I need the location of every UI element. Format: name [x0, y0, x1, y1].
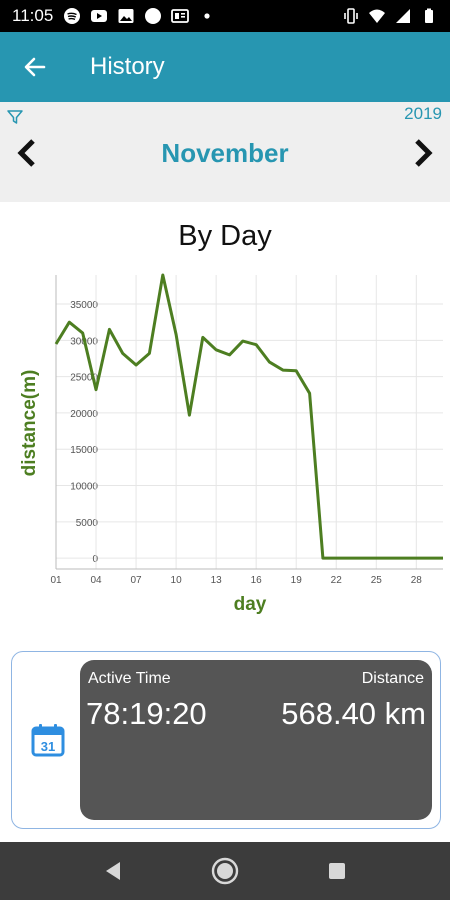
stats-panel: Active Time Distance 78:19:20 568.40 km — [80, 660, 432, 820]
active-time-label: Active Time — [88, 670, 171, 687]
y-tick-label: 20000 — [70, 409, 98, 420]
year-label: 2019 — [404, 104, 442, 123]
dot-icon — [204, 13, 210, 19]
signal-icon — [396, 9, 410, 23]
y-tick-label: 0 — [92, 554, 98, 565]
nav-recents-icon — [329, 863, 345, 879]
x-tick-label: 04 — [90, 575, 102, 586]
nav-back-icon — [106, 862, 120, 880]
month-label: November — [161, 137, 289, 168]
back-button[interactable] — [0, 32, 70, 102]
wifi-icon — [369, 9, 385, 23]
y-tick-label: 15000 — [70, 445, 98, 456]
status-icons-left — [63, 7, 216, 25]
arrow-left-icon — [24, 57, 46, 77]
image-icon — [118, 9, 134, 23]
battery-icon — [425, 8, 433, 23]
x-tick-label: 22 — [331, 575, 343, 586]
nav-recents-button[interactable] — [321, 855, 353, 887]
x-tick-label: 10 — [171, 575, 183, 586]
distance-value: 568.40 km — [281, 696, 426, 731]
chevron-left-icon — [17, 139, 35, 167]
nav-home-button[interactable] — [209, 855, 241, 887]
spotify-icon — [64, 8, 81, 24]
calendar-icon[interactable]: 31 — [30, 722, 66, 758]
active-time-value: 78:19:20 — [86, 696, 207, 731]
summary-card: 31 Active Time Distance 78:19:20 568.40 … — [11, 651, 441, 829]
distance-label: Distance — [361, 670, 424, 687]
status-bar: 11:05 — [0, 0, 450, 32]
chevron-right-icon — [415, 139, 433, 167]
prev-month-button[interactable] — [12, 133, 42, 173]
y-tick-label: 35000 — [70, 300, 98, 311]
x-tick-label: 28 — [411, 575, 423, 586]
y-tick-label: 10000 — [70, 482, 98, 493]
news-icon — [171, 9, 190, 23]
vibrate-icon — [344, 8, 358, 24]
page-title: History — [90, 53, 165, 80]
next-month-button[interactable] — [408, 133, 438, 173]
nav-back-button[interactable] — [97, 855, 129, 887]
app-bar: History — [0, 32, 450, 102]
x-tick-label: 16 — [251, 575, 263, 586]
x-tick-label: 13 — [211, 575, 223, 586]
chart-x-axis-label: day — [233, 594, 267, 615]
month-selector: 2019 November — [0, 102, 450, 202]
x-tick-label: 19 — [291, 575, 303, 586]
calendar-day: 31 — [41, 739, 55, 754]
status-time: 11:05 — [12, 6, 54, 25]
x-tick-label: 07 — [131, 575, 143, 586]
chart-title: By Day — [178, 220, 272, 252]
status-icons-right — [342, 7, 438, 25]
x-tick-label: 01 — [50, 575, 62, 586]
y-tick-label: 5000 — [76, 518, 99, 529]
circle-icon — [145, 8, 162, 24]
nav-home-icon — [211, 857, 239, 885]
youtube-icon — [91, 10, 108, 22]
filter-icon[interactable] — [6, 108, 24, 126]
y-tick-label: 25000 — [70, 373, 98, 384]
series-line — [54, 273, 443, 560]
system-nav-bar — [0, 842, 450, 900]
x-tick-label: 25 — [371, 575, 383, 586]
distance-chart: By Day distance(m) day 0 5000 10000 15000 20… — [0, 202, 450, 632]
